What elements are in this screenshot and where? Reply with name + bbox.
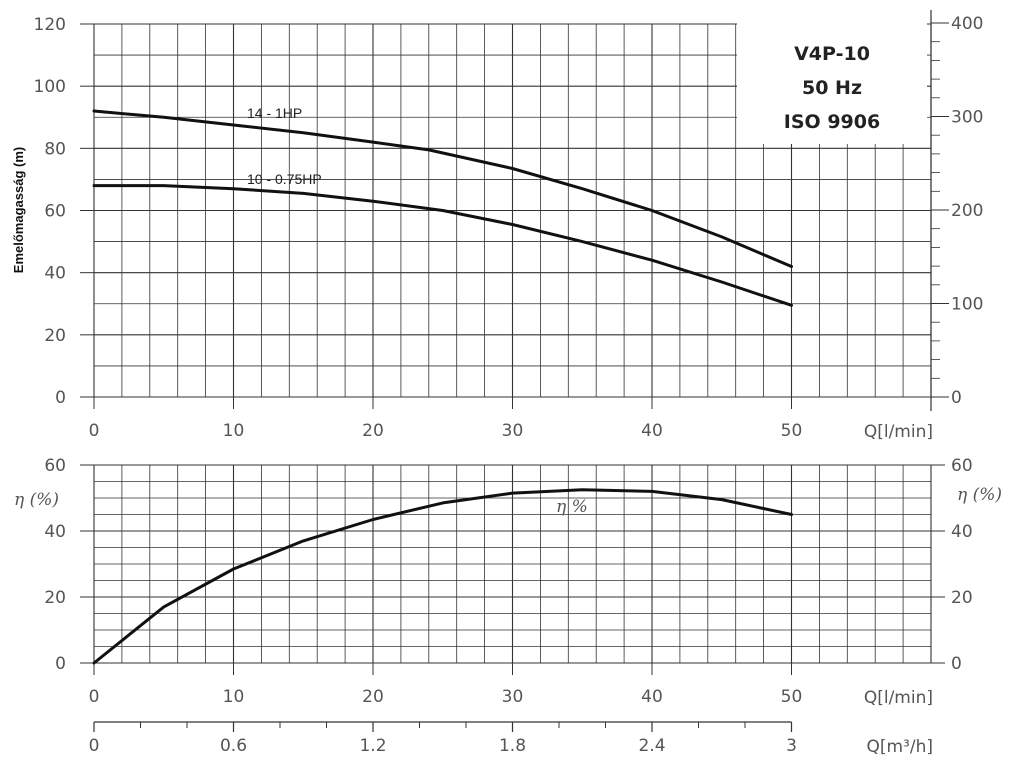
head-y-tick-label: 60 xyxy=(44,202,66,222)
eff-y-tick-label: 40 xyxy=(44,522,66,542)
eff-x-tick-label: 20 xyxy=(362,687,384,707)
eff-y2-tick-label: 60 xyxy=(951,456,973,476)
flow-axis-title: Q[m³/h] xyxy=(866,737,933,757)
flow-axis-tick-label: 3 xyxy=(786,736,797,756)
head-y2-tick-label: 100 xyxy=(951,295,983,315)
head-curve-14-1hp xyxy=(92,109,793,268)
efficiency-panel: 0 0 20 20 40 40 60 60 η (%) η (%) 0 10 20 30 40 50 Q[l/m… xyxy=(14,456,1002,708)
flow-axis-tick-label: 0 xyxy=(89,736,100,756)
head-y2-tick-label: 200 xyxy=(951,201,983,221)
head-curve-10-075hp xyxy=(92,184,793,307)
head-panel: 0 20 40 60 80 100 120 0 100 200 300 400 0 10 20 30 40 50 Q… xyxy=(34,10,983,442)
efficiency-axes: 0 0 20 20 40 40 60 60 η (%) η (%) 0 10 20 30 40 50 Q[l/m… xyxy=(14,456,1002,708)
head-x-tick-label: 30 xyxy=(502,421,524,441)
standard-label: ISO 9906 xyxy=(784,111,880,133)
efficiency-curve-label: η % xyxy=(556,497,588,517)
head-y2-tick-label: 400 xyxy=(951,14,983,34)
head-x-tick-label: 20 xyxy=(362,421,384,441)
head-x-tick-label: 0 xyxy=(89,421,100,441)
head-y-tick-label: 20 xyxy=(44,326,66,346)
curve-label-14-1hp: 14 - 1HP xyxy=(247,105,302,121)
frequency-label: 50 Hz xyxy=(802,77,862,99)
eff-y-tick-label: 0 xyxy=(55,654,66,674)
head-x-tick-label: 50 xyxy=(781,421,803,441)
title-box-background xyxy=(737,22,927,144)
curve-label-10-075hp: 10 - 0.75HP xyxy=(247,171,322,187)
eff-y-tick-label: 20 xyxy=(44,588,66,608)
eff-y-axis-title: η (%) xyxy=(14,490,59,510)
eff-x-tick-label: 30 xyxy=(502,687,524,707)
eff-y-tick-label: 60 xyxy=(44,456,66,476)
head-y2-tick-label: 300 xyxy=(951,108,983,128)
head-axes: 0 20 40 60 80 100 120 0 100 200 300 400 0 10 20 30 40 50 Q… xyxy=(34,10,983,442)
head-axis-title: Emelőmagasság (m) xyxy=(11,147,26,273)
flow-axis-tick-label: 1.8 xyxy=(499,736,526,756)
model-name: V4P-10 xyxy=(794,43,870,65)
head-y-tick-label: 80 xyxy=(44,139,66,159)
head-curves: 14 - 1HP 10 - 0.75HP xyxy=(92,105,793,307)
flow-m3h-axis: 0 0.6 1.2 1.8 2.4 3 Q[m³/h] xyxy=(89,721,933,757)
head-y-tick-label: 0 xyxy=(55,388,66,408)
eff-y2-tick-label: 40 xyxy=(951,522,973,542)
head-y-tick-label: 120 xyxy=(34,15,66,35)
head-y-tick-label: 100 xyxy=(34,77,66,97)
eff-y2-axis-title: η (%) xyxy=(957,485,1002,505)
flow-axis-tick-label: 1.2 xyxy=(359,736,386,756)
efficiency-curve xyxy=(92,488,793,665)
flow-axis-tick-label: 2.4 xyxy=(638,736,665,756)
head-x-tick-label: 10 xyxy=(223,421,245,441)
model-title-box: V4P-10 50 Hz ISO 9906 xyxy=(737,22,927,144)
eff-x-tick-label: 10 xyxy=(223,687,245,707)
efficiency-curves: η % xyxy=(92,488,793,665)
efficiency-grid xyxy=(93,464,932,664)
eff-x-axis-title: Q[l/min] xyxy=(864,688,933,708)
eff-x-tick-label: 40 xyxy=(641,687,663,707)
eff-x-tick-label: 0 xyxy=(89,687,100,707)
head-x-tick-label: 40 xyxy=(641,421,663,441)
flow-axis-tick-label: 0.6 xyxy=(220,736,247,756)
eff-y2-tick-label: 20 xyxy=(951,588,973,608)
head-y-tick-label: 40 xyxy=(44,264,66,284)
eff-y2-tick-label: 0 xyxy=(951,654,962,674)
eff-x-tick-label: 50 xyxy=(781,687,803,707)
head-y2-tick-label: 0 xyxy=(951,388,962,408)
head-x-axis-title: Q[l/min] xyxy=(864,422,933,442)
